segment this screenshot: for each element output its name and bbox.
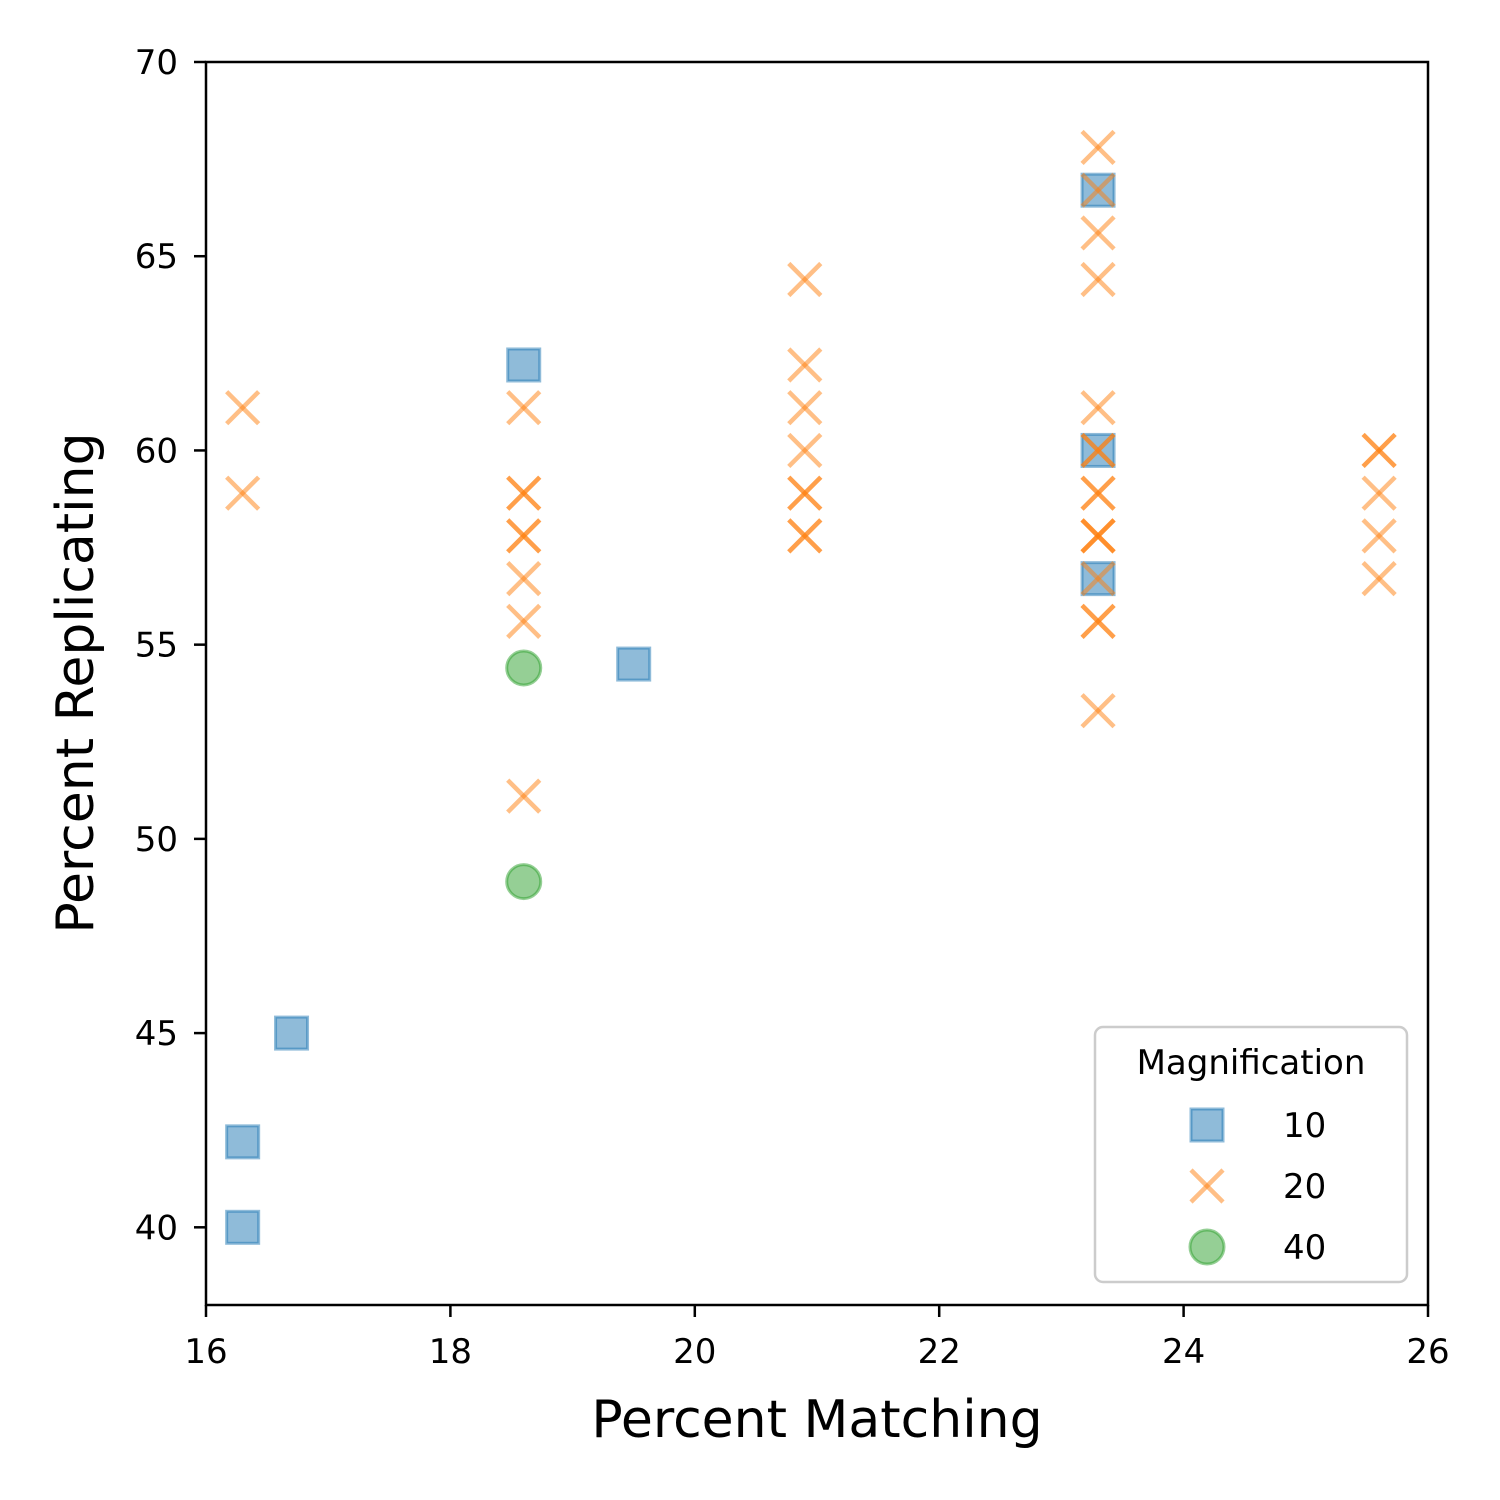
data-point-40 bbox=[505, 649, 543, 687]
data-point-20 bbox=[787, 347, 823, 383]
data-point-20 bbox=[1361, 432, 1397, 469]
y-tick-label: 65 bbox=[135, 237, 178, 277]
legend-marker-10 bbox=[1189, 1107, 1225, 1143]
data-point-20 bbox=[1361, 561, 1397, 597]
data-point-20 bbox=[1080, 172, 1116, 208]
y-tick-label: 60 bbox=[135, 431, 178, 471]
data-point-20 bbox=[1080, 215, 1116, 251]
data-point-10 bbox=[225, 1209, 261, 1245]
data-point-20 bbox=[1080, 432, 1116, 469]
legend-label-10: 10 bbox=[1283, 1106, 1326, 1146]
x-tick-label: 18 bbox=[429, 1332, 472, 1372]
data-point-10 bbox=[274, 1015, 310, 1051]
data-point-10 bbox=[225, 1124, 261, 1160]
x-tick-label: 16 bbox=[184, 1332, 227, 1372]
y-tick-label: 45 bbox=[135, 1014, 178, 1054]
data-point-20 bbox=[787, 518, 823, 554]
data-point-20 bbox=[1361, 518, 1397, 554]
legend-label-20: 20 bbox=[1283, 1167, 1326, 1207]
data-point-20 bbox=[506, 475, 542, 511]
data-point-20 bbox=[506, 603, 542, 639]
legend-box bbox=[1093, 1025, 1409, 1284]
plot-frame bbox=[204, 60, 1430, 1307]
legend-marker-20 bbox=[1189, 1168, 1225, 1204]
data-point-20 bbox=[787, 432, 823, 469]
data-point-20 bbox=[1080, 129, 1116, 166]
data-point-20 bbox=[1080, 390, 1116, 426]
x-tick-label: 24 bbox=[1162, 1332, 1205, 1372]
y-axis-ticks: 40 45 50 55 60 65 70 bbox=[135, 43, 206, 1248]
data-point-20 bbox=[787, 261, 823, 298]
data-points bbox=[225, 129, 1397, 1245]
x-tick-label: 26 bbox=[1406, 1332, 1449, 1372]
series-40 bbox=[505, 649, 543, 901]
data-point-20 bbox=[1080, 261, 1116, 298]
data-point-20 bbox=[1080, 693, 1116, 729]
x-tick-label: 20 bbox=[673, 1332, 716, 1372]
data-point-10 bbox=[616, 646, 652, 682]
legend: Magnification 10 20 40 bbox=[1093, 1025, 1409, 1284]
data-point-20 bbox=[225, 475, 261, 511]
data-point-20 bbox=[506, 561, 542, 597]
data-point-20 bbox=[1080, 518, 1116, 554]
data-point-20 bbox=[1080, 475, 1116, 511]
series-10 bbox=[225, 172, 1116, 1245]
data-point-40 bbox=[505, 863, 543, 901]
data-point-20 bbox=[506, 778, 542, 814]
series-20 bbox=[225, 129, 1397, 814]
x-tick-label: 22 bbox=[918, 1332, 961, 1372]
legend-label-40: 40 bbox=[1283, 1228, 1326, 1268]
data-point-20 bbox=[225, 390, 261, 426]
x-axis-ticks: 16 18 20 22 24 26 bbox=[184, 1305, 1450, 1372]
x-axis-title: Percent Matching bbox=[591, 1390, 1042, 1450]
data-point-20 bbox=[1361, 475, 1397, 511]
y-tick-label: 55 bbox=[135, 626, 178, 666]
data-point-20 bbox=[787, 475, 823, 511]
data-point-20 bbox=[1080, 561, 1116, 597]
data-point-20 bbox=[506, 518, 542, 554]
y-tick-label: 40 bbox=[135, 1208, 178, 1248]
y-axis-title: Percent Replicating bbox=[46, 432, 106, 933]
data-point-20 bbox=[1080, 603, 1116, 639]
y-tick-label: 50 bbox=[135, 820, 178, 860]
y-tick-label: 70 bbox=[135, 43, 178, 83]
legend-title: Magnification bbox=[1137, 1043, 1366, 1083]
legend-marker-40 bbox=[1188, 1228, 1226, 1266]
data-point-10 bbox=[506, 347, 542, 383]
legend-entries: 10 20 40 bbox=[1188, 1106, 1326, 1268]
data-point-20 bbox=[506, 390, 542, 426]
data-point-20 bbox=[787, 390, 823, 426]
